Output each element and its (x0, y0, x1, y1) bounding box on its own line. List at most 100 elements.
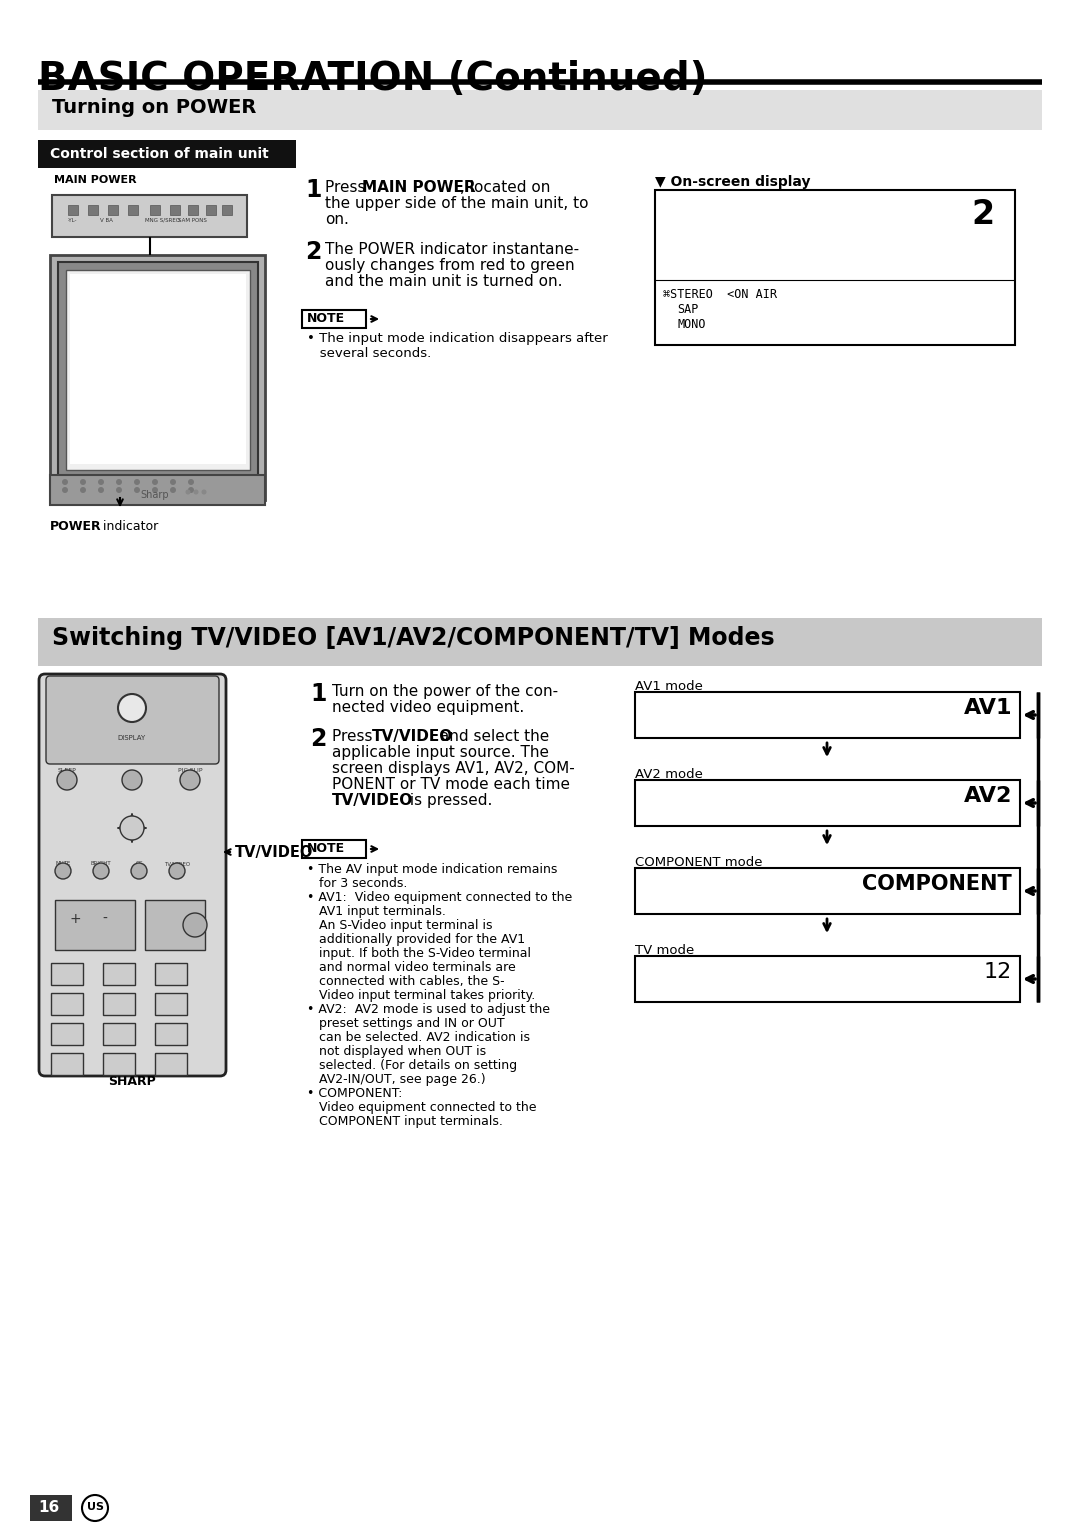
Text: MTS: MTS (56, 1063, 78, 1072)
Text: SHARP: SHARP (108, 1075, 156, 1088)
Text: 16: 16 (38, 1500, 59, 1516)
Text: Switching TV/VIDEO [AV1/AV2/COMPONENT/TV] Modes: Switching TV/VIDEO [AV1/AV2/COMPONENT/TV… (52, 626, 774, 650)
Text: ously changes from red to green: ously changes from red to green (325, 258, 575, 273)
Bar (87, 206, 98, 215)
Text: V BA: V BA (100, 218, 113, 222)
Text: • AV2:  AV2 mode is used to adjust the: • AV2: AV2 mode is used to adjust the (307, 1003, 550, 1016)
Text: -: - (103, 913, 107, 927)
Bar (55, 900, 135, 950)
Bar (150, 206, 160, 215)
Text: PIC FLIP: PIC FLIP (178, 769, 202, 773)
Text: MAIN POWER: MAIN POWER (54, 175, 136, 186)
Circle shape (122, 770, 141, 790)
Circle shape (116, 486, 122, 492)
Text: 1: 1 (64, 973, 70, 983)
Text: 2: 2 (116, 973, 122, 983)
Text: AV1: AV1 (963, 698, 1012, 718)
Text: selected. (For details on setting: selected. (For details on setting (307, 1058, 517, 1072)
Text: +: + (69, 913, 81, 927)
Bar (58, 262, 258, 482)
Text: preset settings and IN or OUT: preset settings and IN or OUT (307, 1017, 504, 1029)
Circle shape (57, 770, 77, 790)
Bar (156, 1023, 187, 1045)
Text: NOTE: NOTE (307, 842, 346, 854)
Text: COMPONENT mode: COMPONENT mode (635, 856, 762, 868)
Bar (170, 206, 180, 215)
Text: connected with cables, the S-: connected with cables, the S- (307, 976, 504, 988)
Text: Press: Press (332, 729, 377, 744)
Bar (103, 992, 135, 1016)
Bar (38, 618, 1042, 666)
Bar (68, 206, 78, 215)
Text: and select the: and select the (435, 729, 550, 744)
Circle shape (170, 486, 176, 492)
Circle shape (93, 864, 109, 879)
Text: • COMPONENT:: • COMPONENT: (307, 1088, 403, 1100)
Text: DISPLAY: DISPLAY (118, 735, 146, 741)
Bar (108, 206, 118, 215)
Text: NOTE: NOTE (307, 311, 346, 325)
Circle shape (183, 913, 207, 937)
Bar (302, 310, 366, 328)
Circle shape (80, 479, 86, 485)
Circle shape (118, 693, 146, 723)
Text: and normal video terminals are: and normal video terminals are (307, 960, 516, 974)
Text: Sharp: Sharp (140, 489, 170, 500)
Bar (635, 692, 1020, 738)
Bar (103, 963, 135, 985)
Text: additionally provided for the AV1: additionally provided for the AV1 (307, 933, 525, 946)
Bar (51, 992, 83, 1016)
Circle shape (202, 489, 206, 494)
Text: TV/VIDEO: TV/VIDEO (164, 861, 190, 867)
Text: • AV1:  Video equipment connected to the: • AV1: Video equipment connected to the (307, 891, 572, 904)
Text: 0: 0 (116, 1063, 122, 1072)
Text: COMPONENT input terminals.: COMPONENT input terminals. (307, 1115, 503, 1127)
Text: AV1 input terminals.: AV1 input terminals. (307, 905, 446, 917)
Text: SAP: SAP (677, 304, 699, 316)
Text: input. If both the S-Video terminal: input. If both the S-Video terminal (307, 946, 531, 960)
Circle shape (188, 479, 194, 485)
Circle shape (62, 486, 68, 492)
Bar (70, 275, 246, 463)
Circle shape (188, 486, 194, 492)
Text: 1: 1 (310, 683, 326, 706)
Bar (103, 1023, 135, 1045)
Bar (52, 195, 247, 236)
Circle shape (170, 479, 176, 485)
Text: An S-Video input terminal is: An S-Video input terminal is (307, 919, 492, 933)
Circle shape (168, 864, 185, 879)
Text: applicable input source. The: applicable input source. The (332, 746, 549, 759)
Text: 100: 100 (161, 1063, 180, 1072)
Text: ▼ On-screen display: ▼ On-screen display (654, 175, 810, 189)
Bar (635, 868, 1020, 914)
Circle shape (152, 486, 158, 492)
Text: Video input terminal takes priority.: Video input terminal takes priority. (307, 989, 536, 1002)
Text: MUTE: MUTE (55, 861, 70, 867)
Text: Control section of main unit: Control section of main unit (50, 147, 269, 161)
Text: screen displays AV1, AV2, COM-: screen displays AV1, AV2, COM- (332, 761, 575, 776)
Bar (50, 255, 265, 500)
Bar (145, 900, 205, 950)
Bar (156, 992, 187, 1016)
Text: • The AV input mode indication remains: • The AV input mode indication remains (307, 864, 557, 876)
Text: PONENT or TV mode each time: PONENT or TV mode each time (332, 778, 570, 792)
Text: Turn on the power of the con-: Turn on the power of the con- (332, 684, 558, 700)
Text: 8: 8 (116, 1032, 122, 1043)
Text: TV/VIDEO: TV/VIDEO (235, 845, 313, 861)
Text: MONO: MONO (677, 318, 705, 331)
Text: the upper side of the main unit, to: the upper side of the main unit, to (325, 196, 589, 212)
Circle shape (152, 479, 158, 485)
Text: indicator: indicator (99, 520, 159, 532)
Circle shape (186, 489, 190, 494)
Text: FLASH: FLASH (186, 920, 204, 925)
Bar (66, 270, 249, 469)
Text: 2: 2 (310, 727, 326, 752)
Bar (635, 779, 1020, 825)
Text: • The input mode indication disappears after: • The input mode indication disappears a… (307, 331, 608, 345)
Circle shape (120, 816, 144, 841)
Text: BACK: BACK (188, 928, 202, 933)
Text: MENU: MENU (122, 824, 143, 830)
Text: 9: 9 (167, 1032, 174, 1043)
Text: US: US (86, 1502, 104, 1513)
Text: , located on: , located on (460, 179, 551, 195)
